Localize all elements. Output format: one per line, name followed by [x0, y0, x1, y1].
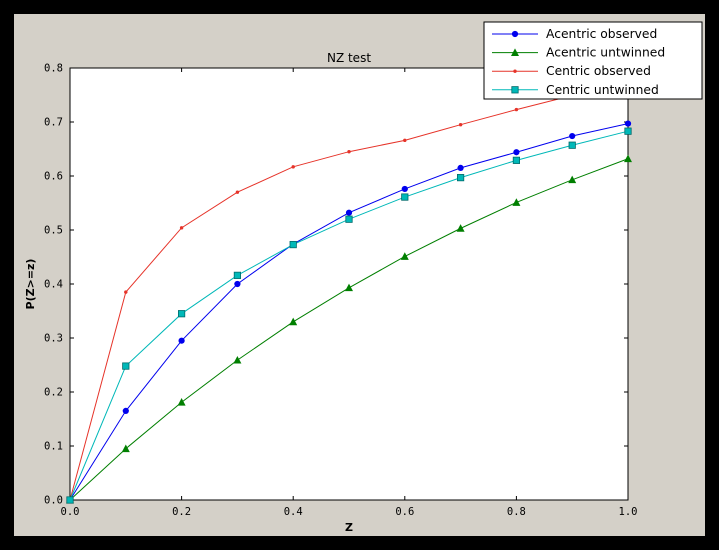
x-tick-label: 0.6: [395, 506, 414, 518]
y-tick-label: 0.5: [44, 225, 63, 237]
chart-title: NZ test: [327, 51, 371, 65]
legend-label: Acentric untwinned: [546, 46, 665, 60]
legend-box: [483, 21, 703, 100]
y-tick-label: 0.1: [44, 441, 63, 453]
y-tick-label: 0.3: [44, 333, 63, 345]
legend-label: Centric observed: [546, 64, 651, 78]
nz-plot-svg: 0.0 0.2 0.4 0.6 0.8 1.0 0.0 0.1 0.2 0.3 0.4 0.5 0.6 0…: [24, 21, 703, 534]
legend-label: Centric untwinned: [546, 83, 659, 97]
y-tick-label: 0.7: [44, 117, 63, 129]
y-axis-label: P(Z>=z): [24, 259, 37, 310]
y-tick-label: 0.0: [44, 495, 63, 507]
y-tick-label: 0.6: [44, 171, 63, 183]
legend-item: Centric untwinned: [492, 83, 659, 97]
x-axis-label: Z: [345, 521, 353, 534]
series-centric-untwinned: [66, 127, 632, 504]
legend-item: Acentric observed: [492, 27, 657, 41]
y-tick-label: 0.2: [44, 387, 63, 399]
legend-label: Acentric observed: [546, 27, 657, 41]
legend-item: Acentric untwinned: [492, 46, 665, 60]
x-tick-label: 0.0: [61, 506, 80, 518]
tick-labels: 0.0 0.2 0.4 0.6 0.8 1.0 0.0 0.1 0.2 0.3 0.4 0.5 0.6 0…: [44, 63, 637, 519]
y-tick-label: 0.4: [44, 279, 63, 291]
figure-background: 0.0 0.2 0.4 0.6 0.8 1.0 0.0 0.1 0.2 0.3 0.4 0.5 0.6 0…: [14, 14, 705, 536]
x-tick-label: 0.8: [507, 506, 526, 518]
legend-item: Centric observed: [492, 64, 651, 78]
x-tick-label: 0.4: [284, 506, 303, 518]
legend: Acentric observed Acentric untwinned Centr…: [483, 21, 703, 100]
x-tick-label: 1.0: [619, 506, 638, 518]
x-tick-label: 0.2: [172, 506, 191, 518]
series-acentric-untwinned: [66, 154, 632, 504]
y-tick-label: 0.8: [44, 63, 63, 75]
